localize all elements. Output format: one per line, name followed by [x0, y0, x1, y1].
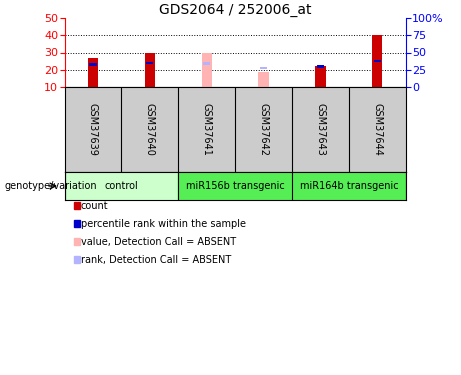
Text: GSM37641: GSM37641 [201, 103, 212, 156]
Bar [260, 67, 267, 69]
Text: GSM37644: GSM37644 [372, 103, 382, 156]
Bar [65, 172, 178, 200]
Text: value, Detection Call = ABSENT: value, Detection Call = ABSENT [81, 237, 236, 247]
Text: genotype/variation: genotype/variation [5, 181, 97, 191]
Text: control: control [105, 181, 138, 191]
Bar [372, 35, 382, 87]
Bar [89, 63, 96, 66]
Text: miR156b transgenic: miR156b transgenic [186, 181, 284, 191]
Bar [315, 66, 325, 87]
Text: count: count [81, 201, 108, 211]
Text: GSM37643: GSM37643 [315, 103, 325, 156]
Bar [374, 60, 381, 62]
Text: GSM37642: GSM37642 [259, 103, 269, 156]
Bar [178, 172, 292, 200]
Text: rank, Detection Call = ABSENT: rank, Detection Call = ABSENT [81, 255, 231, 265]
Bar [88, 58, 98, 87]
Text: miR164b transgenic: miR164b transgenic [300, 181, 398, 191]
Bar [203, 62, 210, 65]
Bar [146, 62, 154, 64]
Text: GSM37640: GSM37640 [145, 103, 155, 156]
Bar [259, 72, 269, 87]
Bar [201, 53, 212, 87]
Bar [317, 65, 324, 68]
Title: GDS2064 / 252006_at: GDS2064 / 252006_at [159, 3, 311, 17]
Text: GSM37639: GSM37639 [88, 103, 98, 156]
Bar [145, 53, 155, 87]
Text: percentile rank within the sample: percentile rank within the sample [81, 219, 246, 229]
Bar [292, 172, 406, 200]
